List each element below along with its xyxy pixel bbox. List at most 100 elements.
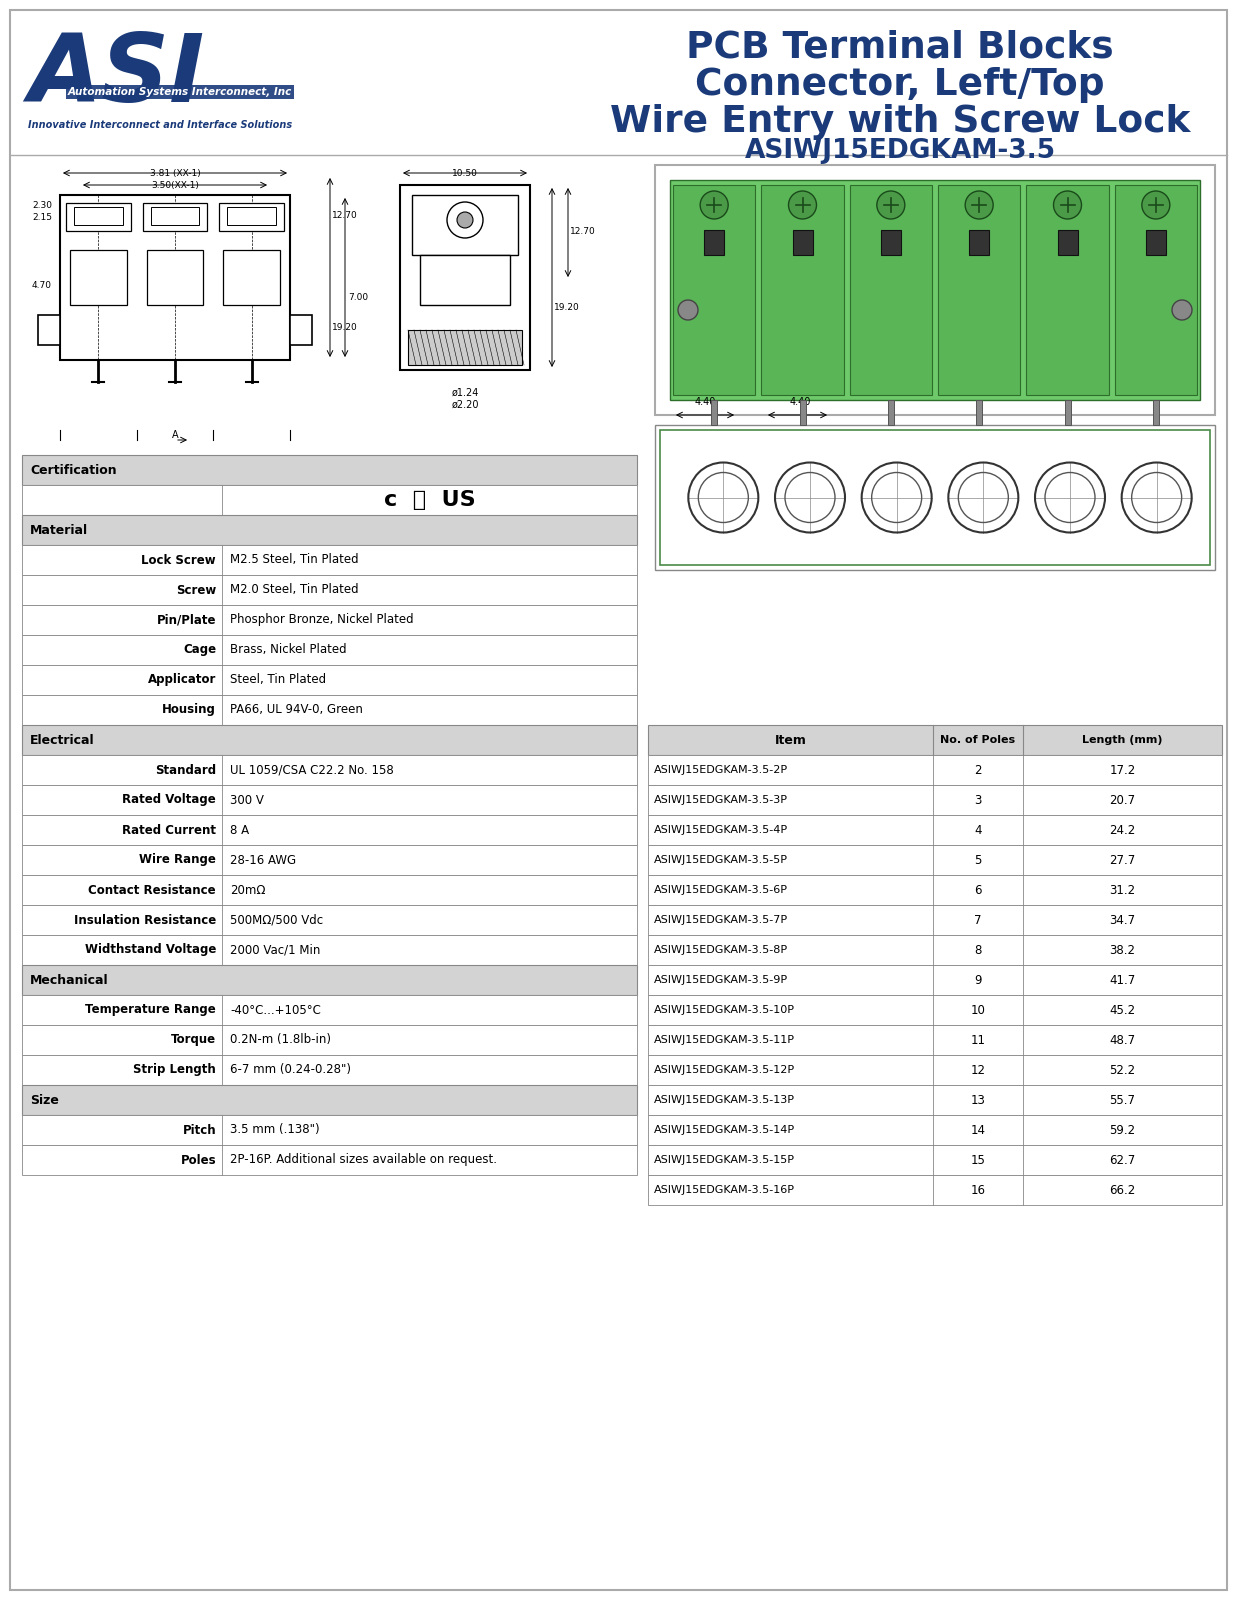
Bar [1115,186,1197,395]
Text: M2.0 Steel, Tin Plated: M2.0 Steel, Tin Plated [230,584,359,597]
Bar [22,725,637,755]
Circle shape [1054,190,1081,219]
Bar [648,906,1222,934]
Text: 10: 10 [971,1003,986,1016]
Bar [648,1174,1222,1205]
Text: 2P-16P. Additional sizes available on request.: 2P-16P. Additional sizes available on re… [230,1154,497,1166]
Bar [219,203,285,230]
Text: ASIWJ15EDGKAM-3.5-7P: ASIWJ15EDGKAM-3.5-7P [654,915,788,925]
Text: 41.7: 41.7 [1110,973,1136,987]
Bar [22,1115,637,1146]
Bar [228,206,276,226]
Text: PA66, UL 94V-0, Green: PA66, UL 94V-0, Green [230,704,362,717]
Circle shape [788,190,816,219]
Text: UL 1059/CSA C22.2 No. 158: UL 1059/CSA C22.2 No. 158 [230,763,393,776]
Text: 14: 14 [971,1123,986,1136]
Text: Strip Length: Strip Length [134,1064,216,1077]
Text: ø1.24: ø1.24 [452,387,479,398]
Text: 12.70: 12.70 [570,227,596,237]
Bar [22,574,637,605]
Text: -40°C...+105°C: -40°C...+105°C [230,1003,320,1016]
Text: Connector, Left/Top: Connector, Left/Top [695,67,1105,102]
Text: 8 A: 8 A [230,824,249,837]
Text: Housing: Housing [162,704,216,717]
Bar [421,254,510,306]
Bar [22,1054,637,1085]
Text: ASIWJ15EDGKAM-3.5-9P: ASIWJ15EDGKAM-3.5-9P [654,974,788,986]
Bar [22,1146,637,1174]
Text: 5: 5 [975,853,982,867]
Text: M2.5 Steel, Tin Plated: M2.5 Steel, Tin Plated [230,554,359,566]
Text: Steel, Tin Plated: Steel, Tin Plated [230,674,327,686]
Text: 28-16 AWG: 28-16 AWG [230,853,296,867]
Text: 8: 8 [975,944,982,957]
Text: ASIWJ15EDGKAM-3.5-11P: ASIWJ15EDGKAM-3.5-11P [654,1035,795,1045]
Text: 66.2: 66.2 [1110,1184,1136,1197]
Text: 34.7: 34.7 [1110,914,1136,926]
Text: 4.40: 4.40 [694,397,716,406]
Bar [66,203,131,230]
Text: Torque: Torque [171,1034,216,1046]
Bar [38,315,61,346]
Text: ASIWJ15EDGKAM-3.5-8P: ASIWJ15EDGKAM-3.5-8P [654,946,788,955]
Bar [22,995,637,1026]
Circle shape [700,190,729,219]
Bar [22,605,637,635]
Text: 38.2: 38.2 [1110,944,1136,957]
Bar [976,400,982,426]
Bar [22,755,637,786]
Text: Applicator: Applicator [147,674,216,686]
Text: ASIWJ15EDGKAM-3.5-16P: ASIWJ15EDGKAM-3.5-16P [654,1186,795,1195]
Text: ASIWJ15EDGKAM-3.5-10P: ASIWJ15EDGKAM-3.5-10P [654,1005,795,1014]
Bar [22,1026,637,1054]
Text: 2000 Vac/1 Min: 2000 Vac/1 Min [230,944,320,957]
Bar [147,250,203,306]
Text: 59.2: 59.2 [1110,1123,1136,1136]
Bar [761,186,844,395]
Bar [1058,230,1077,254]
Bar [22,814,637,845]
Text: 24.2: 24.2 [1110,824,1136,837]
Bar [22,786,637,814]
Circle shape [965,190,993,219]
Text: 3.50(XX-1): 3.50(XX-1) [151,181,199,190]
Bar [400,186,529,370]
Bar [648,965,1222,995]
Bar [648,995,1222,1026]
Bar [1145,230,1165,254]
Bar [938,186,1021,395]
Text: Automation Systems Interconnect, Inc: Automation Systems Interconnect, Inc [68,86,292,98]
Text: 62.7: 62.7 [1110,1154,1136,1166]
Bar [22,965,637,995]
Bar [142,203,208,230]
Bar [22,845,637,875]
Text: Pin/Plate: Pin/Plate [157,613,216,627]
Circle shape [1142,190,1170,219]
Text: 9: 9 [975,973,982,987]
Text: 20mΩ: 20mΩ [230,883,266,896]
Text: Certification: Certification [30,464,116,477]
Text: 0.2N-m (1.8lb-in): 0.2N-m (1.8lb-in) [230,1034,332,1046]
Circle shape [678,301,698,320]
Text: Insulation Resistance: Insulation Resistance [74,914,216,926]
Text: Length (mm): Length (mm) [1082,734,1163,746]
Bar [799,400,805,426]
Bar [151,206,199,226]
Text: ASIWJ15EDGKAM-3.5-4P: ASIWJ15EDGKAM-3.5-4P [654,826,788,835]
Text: 45.2: 45.2 [1110,1003,1136,1016]
Text: 3.81 (XX-1): 3.81 (XX-1) [150,170,200,178]
Text: 55.7: 55.7 [1110,1093,1136,1107]
Text: Widthstand Voltage: Widthstand Voltage [84,944,216,957]
Text: 2.30: 2.30 [32,200,52,210]
Bar [648,814,1222,845]
Text: ø2.20: ø2.20 [452,400,479,410]
Text: 6-7 mm (0.24-0.28"): 6-7 mm (0.24-0.28") [230,1064,351,1077]
Bar [408,330,522,365]
Text: Phosphor Bronze, Nickel Plated: Phosphor Bronze, Nickel Plated [230,613,413,627]
Bar [1027,186,1108,395]
Bar [22,454,637,485]
Text: Size: Size [30,1093,59,1107]
Text: 7: 7 [975,914,982,926]
Bar [71,250,126,306]
Text: 12: 12 [971,1064,986,1077]
